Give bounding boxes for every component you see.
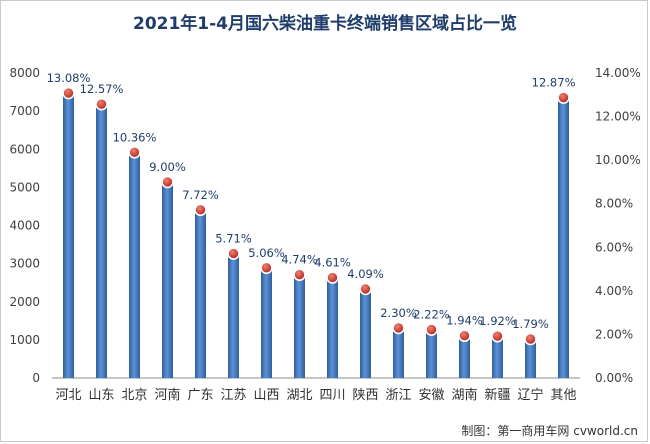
right-y-axis: 0.00% 2.00% 4.00% 6.00% 8.00% 10.00% 12.00% 14.… bbox=[595, 66, 641, 385]
percent-data-label: 1.94% bbox=[446, 314, 483, 328]
percent-marker bbox=[161, 175, 174, 189]
bar-河南 bbox=[162, 181, 173, 378]
percent-data-label: 10.36% bbox=[113, 130, 157, 144]
percent-data-label: 4.61% bbox=[314, 256, 351, 270]
category-label: 新疆 bbox=[484, 387, 510, 403]
percent-data-label: 5.06% bbox=[248, 246, 285, 260]
percent-data-label: 9.00% bbox=[149, 160, 186, 174]
left-tick-label: 5000 bbox=[9, 180, 40, 194]
percent-marker bbox=[458, 329, 471, 343]
percent-marker bbox=[95, 97, 108, 111]
left-tick-label: 1000 bbox=[9, 333, 40, 347]
category-label: 安徽 bbox=[418, 388, 444, 403]
percent-data-label: 4.74% bbox=[281, 253, 318, 267]
bar-series bbox=[63, 95, 569, 378]
category-label: 四川 bbox=[319, 388, 345, 403]
left-tick-label: 8000 bbox=[9, 66, 40, 80]
bar-湖南 bbox=[459, 336, 470, 378]
category-label: 河南 bbox=[154, 387, 180, 403]
percent-labels: 13.08%12.57%10.36%9.00%7.72%5.71%5.06%4.… bbox=[47, 71, 576, 331]
bar-四川 bbox=[327, 276, 338, 378]
percent-marker bbox=[491, 329, 504, 343]
percent-data-label: 7.72% bbox=[182, 188, 219, 202]
bar-山西 bbox=[261, 267, 272, 378]
category-label: 陕西 bbox=[352, 388, 378, 403]
percent-marker bbox=[359, 282, 372, 296]
category-label: 山西 bbox=[253, 388, 279, 403]
bar-北京 bbox=[129, 153, 140, 378]
percent-markers bbox=[62, 86, 570, 346]
bar-江苏 bbox=[228, 254, 239, 378]
percent-data-label: 1.79% bbox=[512, 317, 549, 331]
category-label: 湖南 bbox=[451, 387, 477, 403]
bar-辽宁 bbox=[525, 339, 536, 378]
percent-data-label: 2.30% bbox=[380, 306, 417, 320]
percent-marker bbox=[128, 146, 141, 159]
category-label: 辽宁 bbox=[517, 387, 543, 403]
category-label: 山东 bbox=[88, 388, 114, 403]
right-tick-label: 10.00% bbox=[595, 153, 641, 167]
chart-credit: 制图：第一商用车网 cvworld.cn bbox=[461, 423, 638, 438]
bar-其他 bbox=[558, 99, 569, 378]
percent-marker bbox=[194, 203, 207, 217]
right-tick-label: 14.00% bbox=[595, 66, 641, 80]
category-label: 江苏 bbox=[220, 387, 246, 403]
right-tick-label: 4.00% bbox=[595, 284, 633, 298]
left-y-axis: 0 1000 2000 3000 4000 5000 6000 7000 8000 bbox=[9, 66, 580, 385]
bar-广东 bbox=[195, 210, 206, 378]
category-label: 河北 bbox=[55, 388, 81, 403]
percent-data-label: 12.57% bbox=[80, 82, 124, 96]
right-tick-label: 12.00% bbox=[595, 110, 641, 124]
left-tick-label: 4000 bbox=[9, 219, 40, 233]
bar-湖北 bbox=[294, 275, 305, 378]
left-tick-label: 2000 bbox=[9, 295, 40, 309]
category-label: 北京 bbox=[121, 388, 147, 403]
percent-data-label: 2.22% bbox=[413, 308, 450, 322]
percent-marker bbox=[227, 247, 240, 260]
bar-陕西 bbox=[360, 288, 371, 378]
category-label: 湖北 bbox=[286, 388, 312, 403]
category-labels: 河北 山东 北京 河南 广东 江苏 山西 湖北 四川 陕西 浙江 安徽 湖南 新疆 辽宁 其他 bbox=[55, 387, 576, 403]
right-tick-label: 8.00% bbox=[595, 197, 633, 211]
percent-data-label: 4.09% bbox=[347, 267, 384, 281]
category-label: 浙江 bbox=[385, 388, 411, 403]
left-tick-label: 0 bbox=[32, 371, 40, 385]
left-tick-label: 7000 bbox=[9, 104, 40, 118]
bar-新疆 bbox=[492, 336, 503, 378]
percent-marker bbox=[557, 91, 570, 104]
bar-安徽 bbox=[426, 330, 437, 378]
percent-data-label: 13.08% bbox=[47, 71, 91, 85]
left-tick-label: 3000 bbox=[9, 257, 40, 271]
percent-marker bbox=[524, 332, 537, 346]
chart-title: 2021年1-4月国六柴油重卡终端销售区域占比一览 bbox=[133, 13, 517, 34]
percent-marker bbox=[326, 271, 339, 284]
percent-marker bbox=[425, 323, 438, 336]
percent-marker bbox=[62, 86, 75, 100]
bar-浙江 bbox=[393, 328, 404, 378]
right-tick-label: 6.00% bbox=[595, 240, 633, 254]
percent-marker bbox=[293, 268, 306, 282]
left-tick-label: 6000 bbox=[9, 142, 40, 156]
percent-data-label: 5.71% bbox=[215, 232, 252, 246]
right-tick-label: 0.00% bbox=[595, 371, 633, 385]
percent-marker bbox=[260, 261, 273, 275]
bar-河北 bbox=[63, 95, 74, 378]
right-tick-label: 2.00% bbox=[595, 327, 633, 341]
category-label: 其他 bbox=[550, 388, 576, 403]
percent-data-label: 1.92% bbox=[479, 314, 516, 328]
category-label: 广东 bbox=[187, 388, 213, 403]
percent-marker bbox=[392, 321, 405, 335]
percent-data-label: 12.87% bbox=[532, 76, 576, 90]
bar-山东 bbox=[96, 105, 107, 378]
